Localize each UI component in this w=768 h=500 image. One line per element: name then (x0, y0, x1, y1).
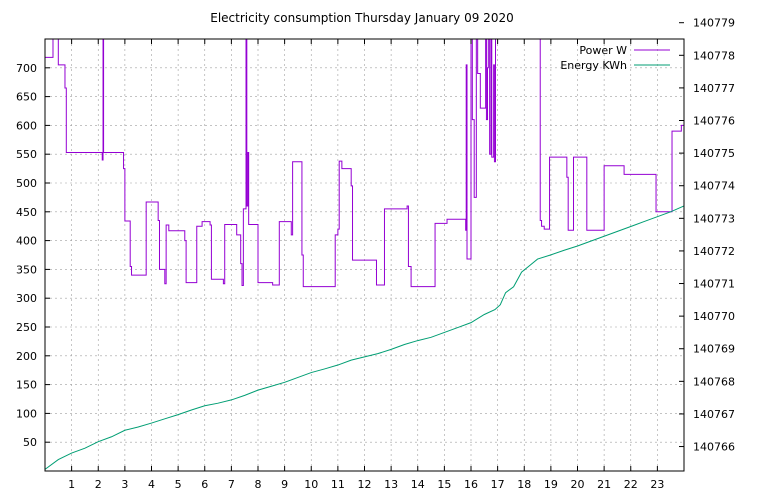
y-tick-label: 250 (16, 321, 37, 334)
x-tick-label: 5 (175, 478, 182, 491)
y-tick-label: 700 (16, 62, 37, 75)
y2-tick-label: 140773 (693, 212, 735, 225)
power-w-line (45, 38, 684, 288)
y-tick-label: 450 (16, 206, 37, 219)
x-tick-label: 16 (464, 478, 478, 491)
y2-tick-label: 140774 (693, 180, 735, 193)
x-tick-label: 18 (517, 478, 531, 491)
x-tick-label: 21 (597, 478, 611, 491)
tick-labels: 1 2 3 4 5 6 7 8 9 10 11 12 13 14 15 16 17 18 19 20 21 22 23501… (16, 17, 735, 491)
y2-tick-label: 140770 (693, 310, 735, 323)
y2-tick-label: 140775 (693, 147, 735, 160)
y-tick-label: 150 (16, 379, 37, 392)
y2-tick-label: 140772 (693, 245, 735, 258)
x-tick-label: 1 (68, 478, 75, 491)
y-tick-label: 650 (16, 91, 37, 104)
x-tick-label: 11 (331, 478, 345, 491)
x-tick-label: 17 (491, 478, 505, 491)
x-tick-label: 22 (624, 478, 638, 491)
y-tick-label: 350 (16, 263, 37, 276)
x-tick-label: 8 (255, 478, 262, 491)
legend-label: Power W (579, 44, 627, 57)
y-tick-label: 550 (16, 148, 37, 161)
y-tick-label: 50 (23, 436, 37, 449)
chart-title: Electricity consumption Thursday January… (210, 11, 513, 25)
x-tick-label: 4 (148, 478, 155, 491)
y-tick-label: 300 (16, 292, 37, 305)
x-tick-label: 15 (437, 478, 451, 491)
y-tick-label: 600 (16, 119, 37, 132)
y-tick-label: 100 (16, 407, 37, 420)
y2-tick-label: 140767 (693, 408, 735, 421)
legend: Power W Energy KWh (560, 44, 670, 72)
x-tick-label: 19 (544, 478, 558, 491)
y2-tick-label: 140768 (693, 375, 735, 388)
y2-tick-label: 140771 (693, 278, 735, 291)
series-layer (44, 38, 685, 470)
x-tick-label: 23 (650, 478, 664, 491)
x-tick-label: 20 (571, 478, 585, 491)
y2-tick-label: 140777 (693, 82, 735, 95)
x-tick-label: 13 (384, 478, 398, 491)
x-tick-label: 10 (304, 478, 318, 491)
legend-label: Energy KWh (560, 59, 627, 72)
y2-tick-label: 140769 (693, 343, 735, 356)
x-tick-label: 7 (228, 478, 235, 491)
x-tick-label: 9 (281, 478, 288, 491)
x-tick-label: 2 (95, 478, 102, 491)
y2-tick-label: 140779 (693, 17, 735, 30)
x-tick-label: 14 (411, 478, 425, 491)
y2-tick-label: 140776 (693, 115, 735, 128)
y-tick-label: 400 (16, 235, 37, 248)
x-tick-label: 3 (121, 478, 128, 491)
x-tick-label: 12 (358, 478, 372, 491)
x-tick-label: 6 (201, 478, 208, 491)
y2-tick-label: 140778 (693, 49, 735, 62)
y2-tick-label: 140766 (693, 441, 735, 454)
grid (45, 39, 684, 471)
energy-kwh-line (44, 205, 685, 470)
y-tick-label: 200 (16, 350, 37, 363)
y-tick-label: 500 (16, 177, 37, 190)
